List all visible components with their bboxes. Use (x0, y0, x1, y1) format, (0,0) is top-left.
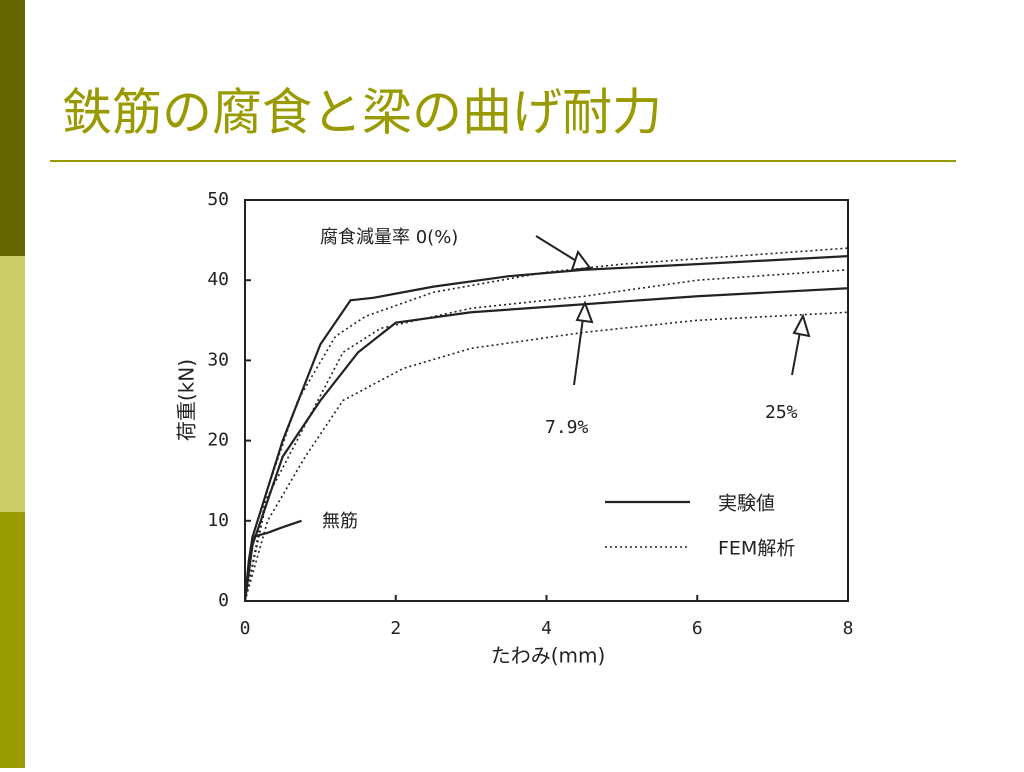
data-line (244, 247, 849, 602)
arrow (535, 235, 579, 263)
y-tick-label: 50 (207, 189, 229, 210)
data-line (244, 311, 849, 602)
arrow (573, 317, 584, 386)
side-bar (0, 0, 25, 256)
legend-label: FEM解析 (718, 538, 795, 560)
y-tick-label: 10 (207, 510, 229, 531)
x-tick-label: 2 (390, 618, 401, 639)
arrows (535, 235, 811, 386)
arrow (791, 331, 801, 376)
data-line (243, 287, 849, 602)
x-tick-label: 0 (240, 618, 251, 639)
side-bar (0, 512, 25, 768)
x-tick-label: 8 (843, 618, 854, 639)
data-line (244, 268, 849, 602)
y-axis-label: 荷重(kN) (175, 359, 199, 441)
annotation: 腐食減量率 0(%) (320, 227, 458, 248)
annotation: 25% (765, 402, 798, 423)
y-tick-label: 20 (207, 430, 229, 451)
data-line (243, 519, 302, 602)
arrow-head (792, 313, 811, 338)
legend-label: 実験値 (718, 493, 775, 515)
y-tick-label: 0 (218, 590, 229, 611)
y-tick-label: 30 (207, 349, 229, 370)
x-tick-label: 6 (692, 618, 703, 639)
x-tick-label: 4 (541, 618, 552, 639)
side-bar (0, 256, 25, 512)
x-axis-label: たわみ(mm) (491, 644, 606, 668)
annotation: 7.9% (545, 417, 589, 438)
y-tick-label: 40 (207, 269, 229, 290)
arrow-head (575, 300, 594, 324)
annotation: 無筋 (322, 511, 358, 532)
slide-title: 鉄筋の腐食と梁の曲げ耐力 (62, 84, 662, 142)
